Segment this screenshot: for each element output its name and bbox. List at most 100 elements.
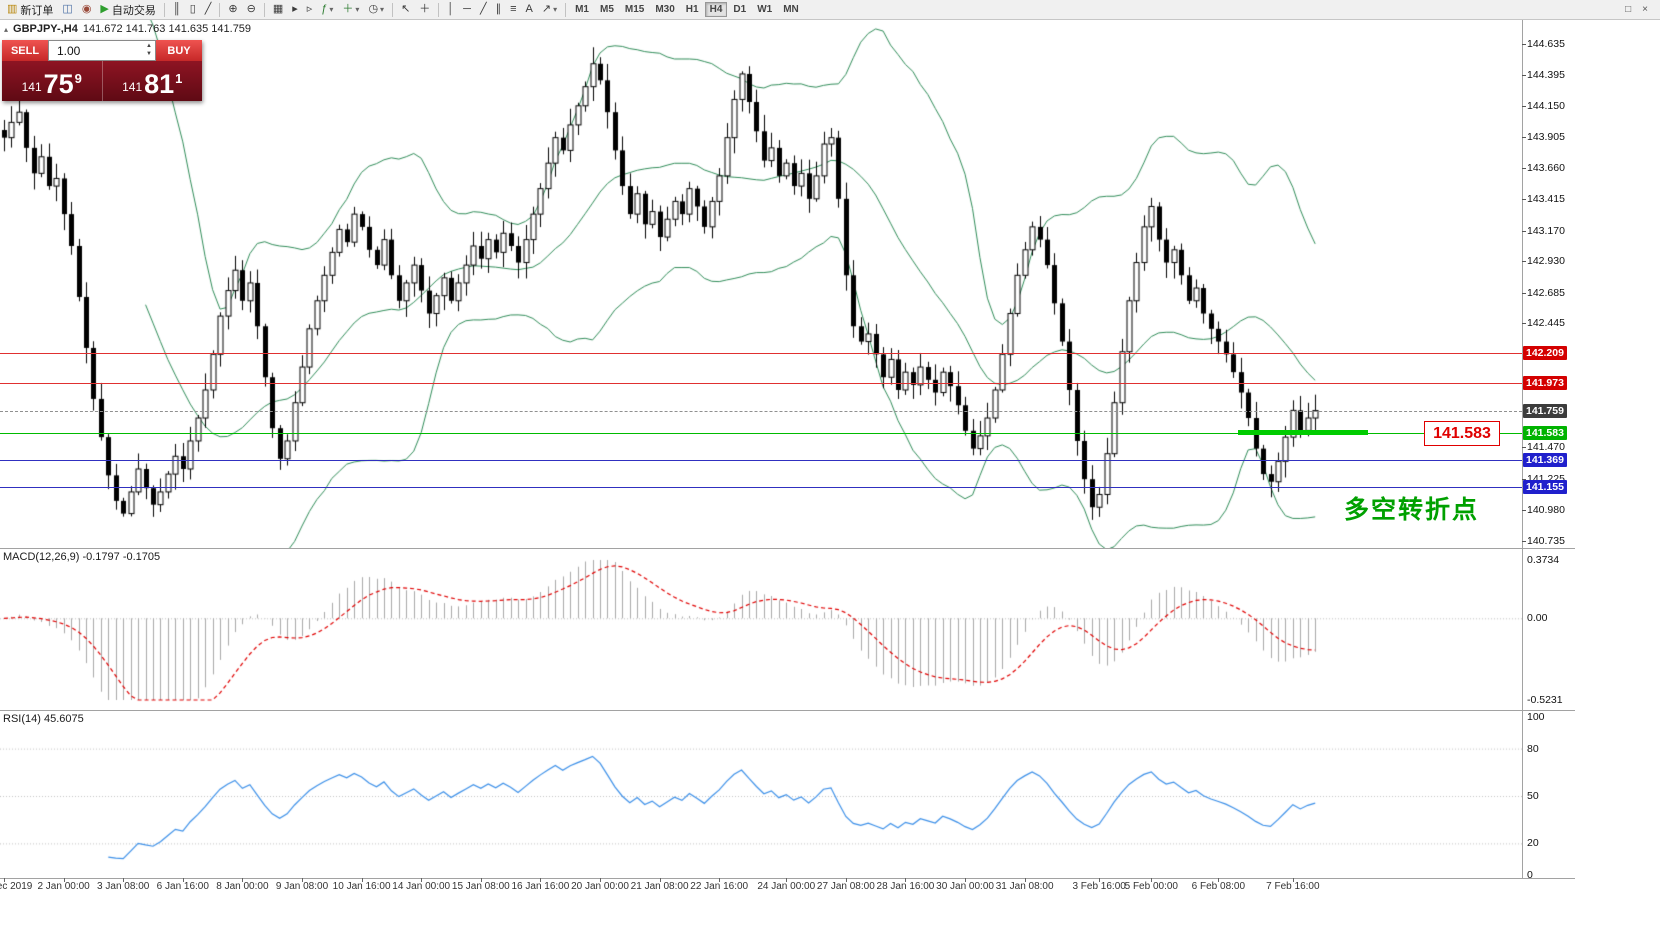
price-axis-label: 140.980 xyxy=(1527,503,1565,516)
price-tag: 141.973 xyxy=(1523,376,1567,391)
toolbar-separator xyxy=(263,2,265,17)
time-axis-label: 30 Jan 00:00 xyxy=(936,881,994,892)
autotrading-button[interactable]: ▶ 自动交易 xyxy=(96,0,159,19)
price-axis-label: 140.735 xyxy=(1527,535,1565,547)
timeframe-d1[interactable]: D1 xyxy=(733,4,747,15)
time-axis-label: 27 Jan 08:00 xyxy=(816,881,875,892)
one-click-trading-panel: SELL 1.00 ▲ ▼ BUY 141 75 9 141 81 1 xyxy=(2,40,202,101)
zoom-out-icon-glyph: ⊖ xyxy=(246,3,256,15)
horizontal-line-icon-glyph: ─ xyxy=(463,3,471,15)
price-level-label[interactable]: 141.583 xyxy=(1424,421,1500,446)
rsi-panel-canvas[interactable] xyxy=(0,710,1522,878)
price-axis-tick xyxy=(1522,44,1526,45)
time-axis-tick xyxy=(1292,878,1294,882)
price-axis-label: 144.150 xyxy=(1527,99,1565,112)
new-chart-icon[interactable]: ＋ ▾ xyxy=(338,0,363,19)
time-axis-label: 21 Jan 08:00 xyxy=(630,881,689,892)
timeframe-mn[interactable]: MN xyxy=(783,4,799,15)
sound-icon[interactable]: ◉ xyxy=(78,0,96,19)
symbol-marker-icon: ▴ xyxy=(4,24,9,34)
support-highlight-line[interactable] xyxy=(1238,430,1368,435)
horizontal-level-line[interactable] xyxy=(0,487,1522,489)
fibonacci-icon[interactable]: ≡ xyxy=(506,0,520,19)
rsi-panel-splitter[interactable] xyxy=(0,710,1575,711)
horizontal-line-icon[interactable]: ─ xyxy=(459,0,475,19)
price-axis-border xyxy=(1522,20,1523,878)
vertical-line-icon-glyph: │ xyxy=(447,3,455,15)
time-axis-tick xyxy=(600,878,601,882)
channel-icon[interactable]: ∥ xyxy=(492,0,506,19)
new-order-icon: ▥ xyxy=(7,3,18,15)
volume-up-icon[interactable]: ▲ xyxy=(146,43,152,50)
trendline-icon[interactable]: ╱ xyxy=(476,0,491,19)
main-chart-canvas[interactable] xyxy=(0,20,1522,548)
timeframe-m1[interactable]: M1 xyxy=(575,4,589,15)
time-axis-label: 2 Jan 00:00 xyxy=(37,881,90,892)
timeframe-w1[interactable]: W1 xyxy=(757,4,773,15)
main-toolbar: ▥ 新订单 ◫ ◉ ▶ 自动交易 ║ ▯ ╱ ⊕ ⊖ ▦ ▸ ▹ ƒ ▾ ＋ ▾ ◷ ▾ ↖ ＋ │ ─ ╱ ∥ ≡ A ↗ ▾ M1 M5 M… xyxy=(0,0,1660,20)
chart-shift-icon[interactable]: ▹ xyxy=(303,0,317,19)
time-axis-tick xyxy=(659,878,661,882)
turning-point-text[interactable]: 多空转折点 xyxy=(1344,496,1480,524)
chart-window-icon-glyph: ◫ xyxy=(62,3,73,15)
zoom-out-icon[interactable]: ⊖ xyxy=(243,0,260,19)
sell-button[interactable]: SELL xyxy=(2,40,48,61)
text-icon[interactable]: A xyxy=(522,0,537,19)
time-axis-label: 5 Feb 00:00 xyxy=(1124,881,1178,892)
candlestick-chart-icon-glyph: ▯ xyxy=(189,3,196,15)
time-axis-label: 3 Feb 16:00 xyxy=(1072,881,1126,892)
time-axis-label: 28 Jan 16:00 xyxy=(876,881,935,892)
zoom-in-icon[interactable]: ⊕ xyxy=(224,0,241,19)
bar-chart-icon-glyph: ║ xyxy=(172,3,181,15)
rsi-axis-label: 50 xyxy=(1527,790,1539,802)
auto-scroll-icon[interactable]: ▸ xyxy=(288,0,302,19)
timeframe-h1[interactable]: H1 xyxy=(685,4,699,15)
chart-shift-icon-glyph: ▹ xyxy=(306,3,313,15)
indicators-icon[interactable]: ƒ ▾ xyxy=(317,0,337,19)
dropdown-arrow-icon: ▾ xyxy=(380,5,385,14)
volume-input[interactable]: 1.00 ▲ ▼ xyxy=(48,40,156,61)
horizontal-level-line[interactable] xyxy=(0,432,1522,434)
buy-button[interactable]: BUY xyxy=(156,40,202,61)
macd-axis-label: 0.00 xyxy=(1527,612,1548,625)
profiles-icon[interactable]: ◷ ▾ xyxy=(364,0,388,19)
new-order-button-label: 新订单 xyxy=(20,4,54,17)
trendline-icon-glyph: ╱ xyxy=(479,3,487,15)
time-axis-tick xyxy=(719,878,721,882)
close-chart-icon[interactable]: × xyxy=(1642,4,1648,15)
chart-window-icon[interactable]: ◫ xyxy=(58,0,76,19)
new-order-button[interactable]: ▥ 新订单 xyxy=(3,0,57,19)
macd-panel-splitter[interactable] xyxy=(0,548,1575,549)
candlestick-chart-icon[interactable]: ▯ xyxy=(186,0,200,19)
macd-panel-canvas[interactable] xyxy=(0,548,1522,710)
horizontal-level-line[interactable] xyxy=(0,460,1522,462)
bar-chart-icon[interactable]: ║ xyxy=(169,0,185,19)
timeframe-m5[interactable]: M5 xyxy=(599,4,614,15)
sell-price[interactable]: 141 75 9 xyxy=(2,61,102,101)
time-axis-tick xyxy=(361,878,363,882)
tile-windows-icon[interactable]: ▦ xyxy=(269,0,287,19)
arrows-icon[interactable]: ↗ ▾ xyxy=(538,0,561,19)
buy-price[interactable]: 141 81 1 xyxy=(101,61,203,101)
crosshair-icon[interactable]: ＋ xyxy=(415,0,434,19)
crosshair-icon-glyph: ＋ xyxy=(419,3,431,15)
buy-price-big: 81 xyxy=(144,69,175,100)
timeframe-h4[interactable]: H4 xyxy=(704,2,728,17)
horizontal-level-line[interactable] xyxy=(0,410,1522,412)
line-chart-icon[interactable]: ╱ xyxy=(201,0,216,19)
time-axis-label: 22 Jan 16:00 xyxy=(690,881,749,892)
horizontal-level-line[interactable] xyxy=(0,353,1522,355)
timeframe-m30[interactable]: M30 xyxy=(655,4,675,15)
vertical-line-icon[interactable]: │ xyxy=(443,0,458,19)
price-axis-tick xyxy=(1522,230,1526,232)
timeframe-m15[interactable]: M15 xyxy=(624,4,645,15)
cursor-icon[interactable]: ↖ xyxy=(397,0,414,19)
price-axis-tick xyxy=(1522,541,1526,542)
time-axis-label: 6 Jan 16:00 xyxy=(156,881,209,892)
volume-down-icon[interactable]: ▼ xyxy=(146,50,152,57)
zoom-in-icon-glyph: ⊕ xyxy=(228,3,238,15)
cursor-icon-glyph: ↖ xyxy=(401,3,411,15)
restore-chart-icon[interactable]: □ xyxy=(1625,4,1632,15)
horizontal-level-line[interactable] xyxy=(0,383,1522,385)
price-axis-label: 141.470 xyxy=(1527,441,1565,454)
